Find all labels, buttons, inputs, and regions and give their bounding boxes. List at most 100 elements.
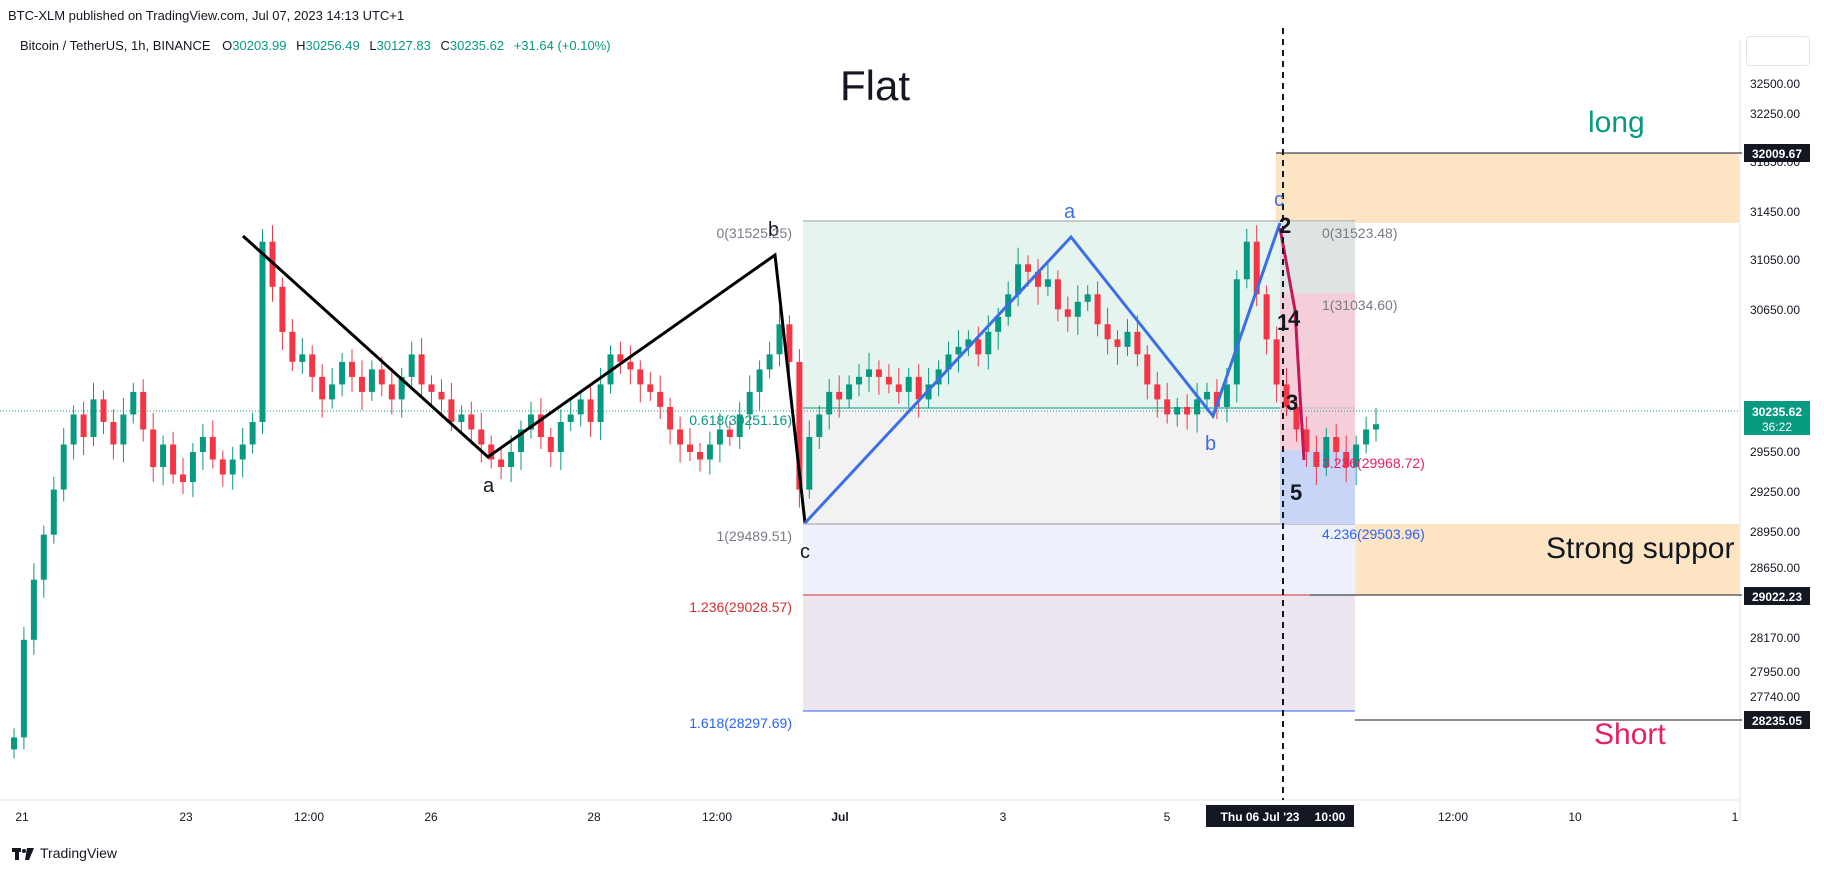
- fib-right-label-4236: 4.236(29503.96): [1322, 526, 1425, 542]
- fib-right-label-3236: 3.236(29968.72): [1322, 455, 1425, 471]
- candle-body: [299, 354, 306, 362]
- candle-body: [1343, 452, 1350, 467]
- candle-body: [587, 399, 594, 422]
- fib-left-label-1236: 1.236(29028.57): [689, 599, 792, 615]
- long-zone: [1276, 153, 1739, 223]
- wave-a-black-label: a: [483, 475, 495, 497]
- candle-body: [488, 444, 495, 460]
- candle-body: [816, 414, 823, 437]
- candle-body: [518, 429, 524, 452]
- time-tick-label: 12:00: [702, 810, 732, 824]
- price-label-long: 32009.67: [1744, 144, 1810, 162]
- price-tick-label: 28410.00: [1750, 592, 1800, 606]
- title-label: Flat: [840, 62, 910, 109]
- candle-body: [1074, 301, 1081, 317]
- impulse-red-line: [1278, 227, 1306, 461]
- candle-body: [965, 339, 972, 347]
- candle-body: [726, 429, 733, 437]
- candle-body: [349, 361, 355, 377]
- candle-body: [70, 414, 77, 445]
- candle-body: [100, 399, 107, 422]
- candle-body: [716, 429, 723, 445]
- candle-body: [30, 579, 37, 640]
- candle-body: [209, 437, 216, 460]
- candle-body: [408, 354, 415, 377]
- time-tick-label: 1: [1732, 810, 1739, 824]
- blue-wave-line: [803, 222, 1282, 525]
- price-tick-label: 30650.00: [1750, 303, 1800, 317]
- candle-body: [1194, 399, 1201, 415]
- candle-body: [766, 354, 773, 370]
- candle-body: [359, 376, 365, 392]
- price-label-short-text: 28235.05: [1752, 714, 1802, 728]
- candle-body: [498, 459, 505, 467]
- time-tick-label: 12:00: [294, 810, 324, 824]
- candle-body: [756, 369, 763, 392]
- candle-body: [1223, 384, 1230, 407]
- time-tick-label: 3: [1000, 810, 1007, 824]
- rfib-zone-grey: [1280, 221, 1355, 293]
- candle-body: [1005, 294, 1012, 317]
- candle-body: [706, 444, 713, 460]
- candle-body: [667, 407, 674, 430]
- candle-body: [378, 369, 385, 385]
- fib-zone-blue: [803, 524, 1355, 595]
- candle-body: [826, 391, 833, 415]
- tradingview-brand[interactable]: TradingView: [12, 845, 117, 861]
- candle-body: [90, 399, 97, 437]
- candle-body: [319, 376, 326, 400]
- candle-body: [180, 474, 186, 482]
- candle-body: [1303, 429, 1310, 452]
- ohlc-high: H30256.49: [296, 38, 360, 53]
- candle-body: [1064, 309, 1071, 317]
- price-tick-label: 28950.00: [1750, 525, 1800, 539]
- impulse-2-label: 2: [1279, 213, 1291, 238]
- candle-body: [736, 414, 743, 437]
- candle-body: [40, 534, 47, 580]
- candle-body: [289, 331, 296, 362]
- candle-body: [110, 422, 117, 445]
- candle-body: [905, 376, 912, 392]
- candle-body: [1213, 391, 1220, 407]
- fib-right-label-1: 1(31034.60): [1322, 297, 1398, 313]
- candle-body: [945, 354, 952, 370]
- candle-body: [836, 391, 843, 400]
- candle-body: [1243, 241, 1250, 280]
- candle-body: [567, 414, 574, 422]
- candle-body: [1154, 384, 1161, 400]
- fib-left-label-0618: 0.618(30251.16): [689, 412, 792, 428]
- price-tick-label: 31050.00: [1750, 253, 1800, 267]
- cursor-date-text: Thu 06 Jul '23: [1221, 810, 1300, 824]
- tradingview-logo-icon: [12, 847, 34, 860]
- candle-body: [985, 331, 992, 355]
- price-tick-label: 28170.00: [1750, 631, 1800, 645]
- candles: [11, 225, 1379, 759]
- candle-body: [249, 422, 256, 445]
- candle-body: [189, 452, 196, 482]
- time-tick-label: 28: [587, 810, 601, 824]
- price-label-long-text: 32009.67: [1752, 147, 1802, 161]
- candle-body: [418, 354, 425, 385]
- candle-body: [120, 414, 127, 445]
- rfib-zone-pink: [1280, 293, 1355, 450]
- candle-body: [1273, 339, 1280, 385]
- candle-body: [955, 346, 962, 355]
- candle-body: [428, 384, 435, 392]
- candle-body: [915, 376, 922, 400]
- chart-settings-box[interactable]: [1746, 36, 1810, 66]
- impulse-1-label: 1: [1277, 310, 1289, 335]
- cursor-time-label: Thu 06 Jul '23 10:00: [1206, 805, 1354, 827]
- candle-body: [478, 429, 485, 445]
- tradingview-brand-text: TradingView: [40, 845, 118, 861]
- wave-c-black-label: c: [800, 541, 810, 563]
- candle-body: [458, 414, 465, 422]
- time-tick-label: Jul: [831, 810, 848, 824]
- price-label-current-text: 30235.62: [1752, 405, 1802, 419]
- candle-body: [1353, 444, 1360, 467]
- wave-b-blue-label: b: [1205, 433, 1216, 455]
- cursor-time-text: 10:00: [1315, 810, 1346, 824]
- candle-body: [637, 369, 644, 385]
- candle-body: [1333, 437, 1340, 452]
- candle-body: [279, 286, 286, 332]
